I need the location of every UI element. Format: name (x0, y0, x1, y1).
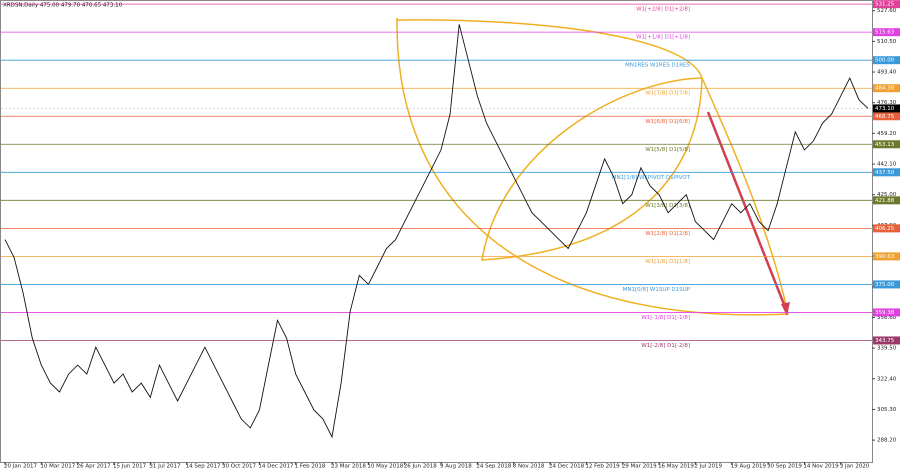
level-name: MN1[0/8] W1SUP D1SUP (623, 287, 691, 293)
x-tick-label: 26 Apr 2017 (77, 464, 112, 470)
x-tick-label: 1 Feb 2018 (295, 464, 326, 470)
x-tick-label: 30 Sep 2019 (767, 464, 802, 470)
level-value-label: 484.38 (875, 86, 895, 92)
level-value-box (873, 308, 900, 317)
level-value-label: 375.00 (875, 282, 895, 288)
y-tick-label: 476.30 (877, 100, 897, 106)
x-tick-label: 24 Dec 2018 (549, 464, 585, 470)
x-tick-label: 23 Mar 2018 (331, 464, 366, 470)
y-tick-label: 510.50 (877, 39, 897, 45)
last-price-box (873, 104, 900, 113)
outer-arc-top (396, 18, 703, 79)
level-value-box (873, 224, 900, 233)
level-value-label: 359.38 (875, 310, 895, 316)
x-tick-label: 20 Jan 2017 (4, 464, 37, 470)
y-tick-label: 425.00 (877, 192, 897, 198)
level-value-box (873, 112, 900, 121)
inner-arc (481, 77, 703, 261)
chart-title: XRDSN,Daily 475.00 479.70 470.65 473.10 (3, 3, 123, 9)
y-tick-label: 493.40 (877, 70, 897, 76)
level-value-label: 421.88 (875, 198, 895, 204)
level-name: W1[-2/8] D1[-2/8] (641, 343, 690, 349)
level-value-box (873, 84, 900, 93)
x-tick-label: 2 Jul 2019 (694, 464, 722, 470)
level-value-label: 343.75 (875, 338, 895, 344)
x-tick-label: 14 Sep 2017 (186, 464, 221, 470)
y-tick-label: 356.60 (877, 315, 897, 321)
level-value-box (873, 196, 900, 205)
x-tick-label: 29 Mar 2019 (622, 464, 657, 470)
y-tick-label: 339.50 (877, 346, 897, 352)
level-name: MN1RES W1RES D1RES (625, 63, 690, 69)
level-name: W1[6/8] D1[6/8] (645, 119, 690, 125)
price-line (4, 24, 869, 439)
level-value-label: 468.75 (875, 114, 895, 120)
x-tick-label: 10 May 2018 (367, 464, 403, 470)
level-name: W1[7/8] D1[7/8] (645, 91, 690, 97)
x-tick-label: 16 May 2019 (658, 464, 694, 470)
level-value-box (873, 56, 900, 65)
x-tick-label: 24 Sep 2018 (476, 464, 511, 470)
level-value-label: 515.63 (875, 30, 895, 36)
x-tick-label: 9 Aug 2018 (440, 464, 472, 470)
y-tick-label: 442.10 (877, 162, 897, 168)
level-value-box (873, 0, 900, 9)
level-value-label: 406.25 (875, 226, 895, 232)
level-name: W1[1/8] D1[1/8] (645, 259, 690, 265)
level-value-box (873, 140, 900, 149)
projection-arrow (706, 111, 789, 313)
level-name: W1[3/8] D1[3/8] (645, 203, 690, 209)
x-tick-label: 8 Nov 2018 (513, 464, 545, 470)
x-tick-label: 3 Jan 2020 (840, 464, 870, 470)
level-value-box (873, 252, 900, 261)
x-tick-label: 10 Mar 2017 (40, 464, 75, 470)
level-name: W1[+1/8] D1[+1/8] (636, 35, 690, 41)
y-tick-label: 305.30 (877, 407, 897, 413)
level-value-label: 500.00 (875, 58, 895, 64)
level-value-box (873, 28, 900, 37)
last-price-label: 473.10 (875, 106, 895, 112)
level-name: W1[2/8] D1[2/8] (645, 231, 690, 237)
outer-arc (396, 19, 789, 316)
level-name: MN1[1/8] W1PIVOT D1PIVOT (612, 175, 691, 181)
level-value-label: 437.50 (875, 170, 895, 176)
level-name: W1[+2/8] D1[+2/8] (636, 7, 690, 13)
x-tick-label: 14 Nov 2019 (803, 464, 839, 470)
x-tick-label: 19 Aug 2019 (731, 464, 767, 470)
x-tick-label: 15 Jun 2017 (113, 464, 147, 470)
level-value-box (873, 280, 900, 289)
x-tick-label: 12 Feb 2019 (585, 464, 620, 470)
plot-frame (0, 0, 873, 463)
y-tick-label: 322.40 (877, 376, 897, 382)
level-name: W1[5/8] D1[5/8] (645, 147, 690, 153)
level-value-box (873, 168, 900, 177)
y-tick-label: 527.60 (877, 8, 897, 14)
x-tick-label: 30 Oct 2017 (222, 464, 257, 470)
x-tick-label: 31 Jul 2017 (149, 464, 181, 470)
level-value-label: 453.13 (875, 142, 895, 148)
level-name: W1[-1/8] D1[-1/8] (641, 315, 690, 321)
level-value-box (873, 336, 900, 345)
y-tick-label: 459.20 (877, 131, 897, 137)
level-value-label: 390.63 (875, 254, 895, 260)
level-value-label: 531.25 (875, 2, 895, 8)
y-tick-label: 288.20 (877, 438, 897, 444)
x-tick-label: 14 Dec 2017 (258, 464, 294, 470)
x-tick-label: 26 Jun 2018 (404, 464, 438, 470)
